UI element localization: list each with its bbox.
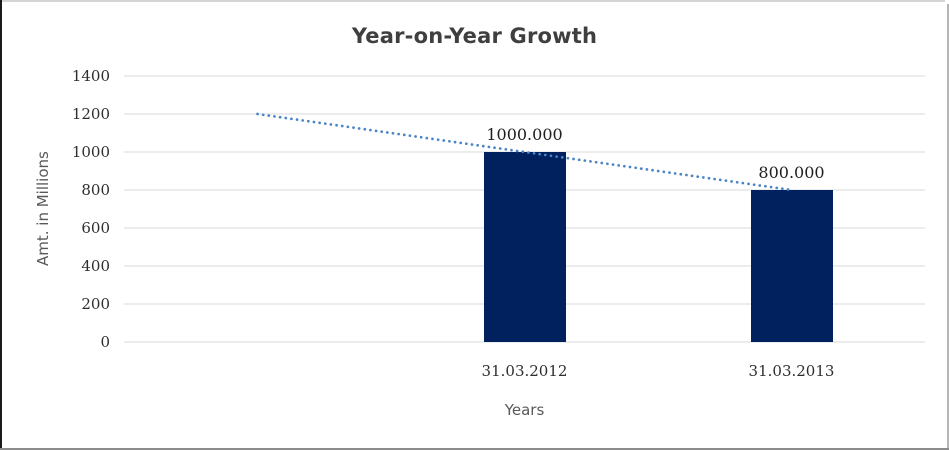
frame-border-left [0, 0, 2, 450]
chart-title: Year-on-Year Growth [351, 24, 598, 48]
bar [483, 152, 566, 342]
frame-border-right [947, 4, 949, 450]
y-tick-label: 600 [81, 219, 110, 237]
y-tick-label: 200 [81, 295, 110, 313]
y-tick-label: 1200 [71, 105, 110, 123]
plot-area: 1000.000 800.000 [124, 75, 925, 343]
y-tick-label: 1400 [71, 67, 110, 85]
x-category-label: 31.03.2013 [748, 362, 835, 380]
x-category-labels: 31.03.2012 31.03.2013 [124, 361, 925, 381]
y-tick-label: 1000 [71, 143, 110, 161]
frame-border-top [2, 0, 945, 2]
y-tick-label: 0 [100, 333, 110, 351]
bar [750, 190, 833, 342]
y-tick-label: 400 [81, 257, 110, 275]
gridline [124, 341, 925, 343]
y-tick-label: 800 [81, 181, 110, 199]
y-tick-labels: 0 200 400 600 800 1000 1200 1400 [0, 67, 110, 351]
frame-border-bottom [0, 448, 949, 450]
gridline [124, 75, 925, 77]
x-category-label: 31.03.2012 [481, 362, 568, 380]
gridline [124, 113, 925, 115]
bar-value-label: 1000.000 [486, 125, 563, 144]
bar-value-label: 800.000 [758, 163, 825, 182]
x-axis-title: Years [504, 401, 545, 419]
